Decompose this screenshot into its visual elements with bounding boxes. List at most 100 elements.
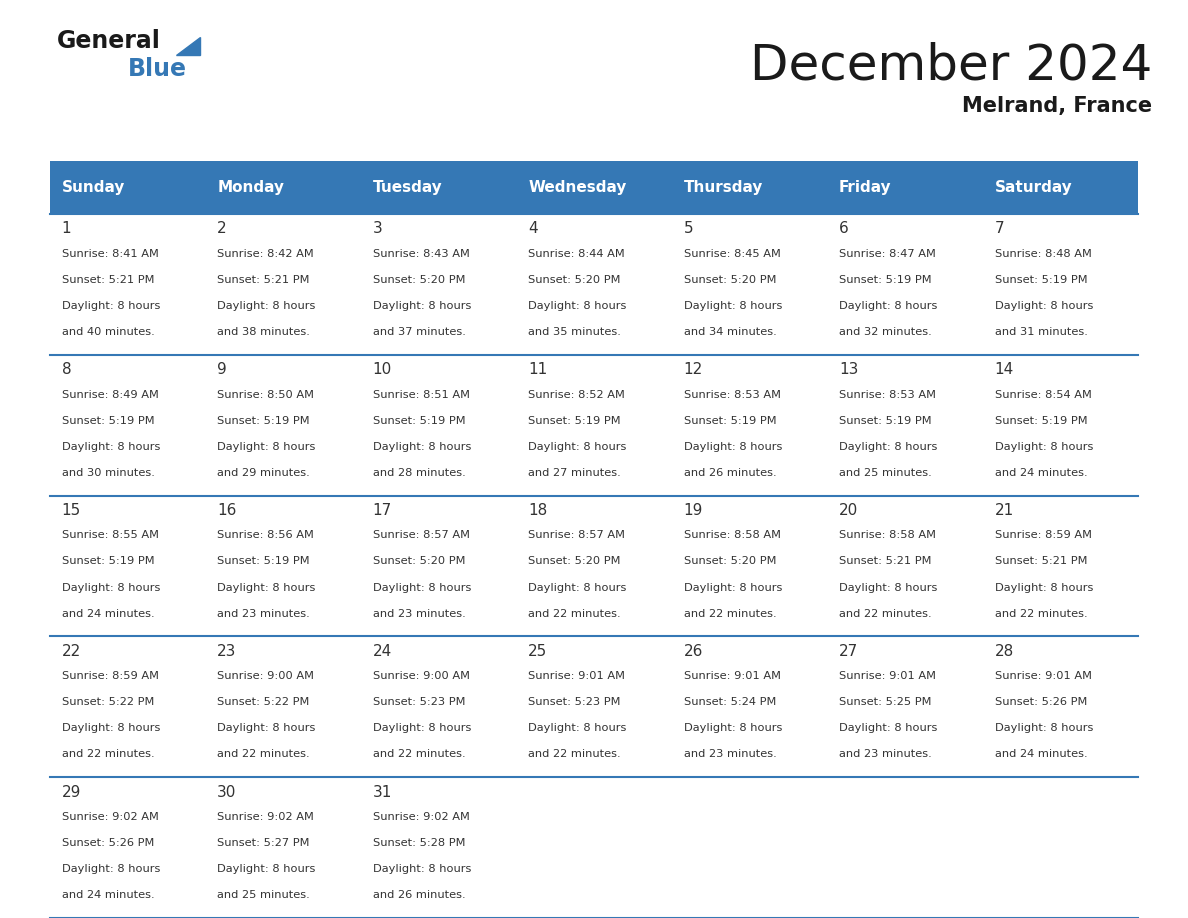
Bar (982, 354, 1138, 496)
Text: Daylight: 8 hours: Daylight: 8 hours (529, 583, 626, 592)
Text: Daylight: 8 hours: Daylight: 8 hours (62, 723, 160, 733)
Text: 20: 20 (839, 503, 858, 518)
Text: and 22 minutes.: and 22 minutes. (994, 609, 1087, 619)
Text: 1: 1 (62, 221, 71, 236)
Text: Sunset: 5:19 PM: Sunset: 5:19 PM (683, 416, 776, 426)
Text: Daylight: 8 hours: Daylight: 8 hours (217, 442, 316, 452)
Bar (361, 354, 517, 496)
Text: and 22 minutes.: and 22 minutes. (529, 749, 621, 759)
Bar (206, 354, 361, 496)
Text: and 23 minutes.: and 23 minutes. (683, 749, 777, 759)
Text: Daylight: 8 hours: Daylight: 8 hours (373, 864, 472, 874)
Text: Sunset: 5:25 PM: Sunset: 5:25 PM (839, 698, 931, 707)
Text: and 22 minutes.: and 22 minutes. (217, 749, 310, 759)
Bar (50, 161, 206, 214)
Text: Sunset: 5:28 PM: Sunset: 5:28 PM (373, 838, 466, 848)
Text: and 25 minutes.: and 25 minutes. (217, 890, 310, 901)
Text: Sunrise: 9:00 AM: Sunrise: 9:00 AM (217, 671, 315, 681)
Text: 11: 11 (529, 362, 548, 377)
Text: Saturday: Saturday (994, 180, 1073, 195)
Text: 16: 16 (217, 503, 236, 518)
Text: Sunset: 5:20 PM: Sunset: 5:20 PM (373, 274, 466, 285)
Text: Sunrise: 8:41 AM: Sunrise: 8:41 AM (62, 249, 159, 259)
Text: Sunrise: 9:02 AM: Sunrise: 9:02 AM (217, 812, 314, 822)
Text: Daylight: 8 hours: Daylight: 8 hours (839, 301, 937, 311)
Text: Daylight: 8 hours: Daylight: 8 hours (683, 442, 782, 452)
Text: Sunrise: 8:45 AM: Sunrise: 8:45 AM (683, 249, 781, 259)
Text: and 40 minutes.: and 40 minutes. (62, 327, 154, 337)
Bar (827, 214, 982, 354)
Text: 24: 24 (373, 644, 392, 659)
Bar (361, 161, 517, 214)
Bar (361, 636, 517, 778)
Text: and 22 minutes.: and 22 minutes. (839, 609, 931, 619)
Text: Daylight: 8 hours: Daylight: 8 hours (373, 301, 472, 311)
Text: Sunset: 5:22 PM: Sunset: 5:22 PM (217, 698, 310, 707)
Bar (982, 636, 1138, 778)
Text: Daylight: 8 hours: Daylight: 8 hours (683, 583, 782, 592)
Bar (361, 496, 517, 636)
Text: and 32 minutes.: and 32 minutes. (839, 327, 931, 337)
Text: Sunset: 5:19 PM: Sunset: 5:19 PM (529, 416, 621, 426)
Text: Daylight: 8 hours: Daylight: 8 hours (839, 442, 937, 452)
Text: Daylight: 8 hours: Daylight: 8 hours (529, 723, 626, 733)
Text: 2: 2 (217, 221, 227, 236)
Text: and 23 minutes.: and 23 minutes. (839, 749, 931, 759)
Text: Sunset: 5:19 PM: Sunset: 5:19 PM (373, 416, 466, 426)
Bar (517, 636, 671, 778)
Bar (671, 161, 827, 214)
Bar (671, 354, 827, 496)
Text: Sunset: 5:23 PM: Sunset: 5:23 PM (373, 698, 466, 707)
Text: Daylight: 8 hours: Daylight: 8 hours (62, 442, 160, 452)
Text: Daylight: 8 hours: Daylight: 8 hours (994, 442, 1093, 452)
Text: and 30 minutes.: and 30 minutes. (62, 468, 154, 477)
Text: Sunrise: 8:53 AM: Sunrise: 8:53 AM (683, 389, 781, 399)
Bar (361, 214, 517, 354)
Bar (50, 496, 206, 636)
Text: Sunset: 5:21 PM: Sunset: 5:21 PM (217, 274, 310, 285)
Text: Daylight: 8 hours: Daylight: 8 hours (217, 301, 316, 311)
Text: Sunrise: 8:53 AM: Sunrise: 8:53 AM (839, 389, 936, 399)
Bar (671, 778, 827, 918)
Bar (982, 161, 1138, 214)
Bar (206, 778, 361, 918)
Text: Sunset: 5:24 PM: Sunset: 5:24 PM (683, 698, 776, 707)
Text: Sunset: 5:19 PM: Sunset: 5:19 PM (217, 416, 310, 426)
Text: 10: 10 (373, 362, 392, 377)
Bar (827, 636, 982, 778)
Bar (50, 636, 206, 778)
Text: Daylight: 8 hours: Daylight: 8 hours (683, 723, 782, 733)
Text: 25: 25 (529, 644, 548, 659)
Text: and 24 minutes.: and 24 minutes. (62, 890, 154, 901)
Text: Daylight: 8 hours: Daylight: 8 hours (217, 583, 316, 592)
Text: and 24 minutes.: and 24 minutes. (994, 749, 1087, 759)
Text: 12: 12 (683, 362, 703, 377)
Text: Sunset: 5:22 PM: Sunset: 5:22 PM (62, 698, 154, 707)
Bar (827, 354, 982, 496)
Text: Daylight: 8 hours: Daylight: 8 hours (62, 583, 160, 592)
Text: 7: 7 (994, 221, 1004, 236)
Bar (827, 496, 982, 636)
Text: Daylight: 8 hours: Daylight: 8 hours (62, 301, 160, 311)
Bar (206, 214, 361, 354)
Bar (982, 496, 1138, 636)
Bar (517, 161, 671, 214)
Text: Sunrise: 8:50 AM: Sunrise: 8:50 AM (217, 389, 315, 399)
Text: 3: 3 (373, 221, 383, 236)
Text: Sunset: 5:20 PM: Sunset: 5:20 PM (373, 556, 466, 566)
Bar (206, 636, 361, 778)
Text: Daylight: 8 hours: Daylight: 8 hours (839, 583, 937, 592)
Text: Sunset: 5:20 PM: Sunset: 5:20 PM (683, 274, 776, 285)
Text: Sunset: 5:19 PM: Sunset: 5:19 PM (839, 274, 931, 285)
Text: Thursday: Thursday (683, 180, 763, 195)
Text: Daylight: 8 hours: Daylight: 8 hours (529, 442, 626, 452)
Text: and 26 minutes.: and 26 minutes. (683, 468, 776, 477)
Bar (361, 778, 517, 918)
Text: Sunrise: 9:01 AM: Sunrise: 9:01 AM (529, 671, 625, 681)
Text: Sunrise: 9:01 AM: Sunrise: 9:01 AM (839, 671, 936, 681)
Text: Sunrise: 8:42 AM: Sunrise: 8:42 AM (217, 249, 314, 259)
Bar (827, 778, 982, 918)
Bar (50, 778, 206, 918)
Text: Sunrise: 8:44 AM: Sunrise: 8:44 AM (529, 249, 625, 259)
Text: 15: 15 (62, 503, 81, 518)
